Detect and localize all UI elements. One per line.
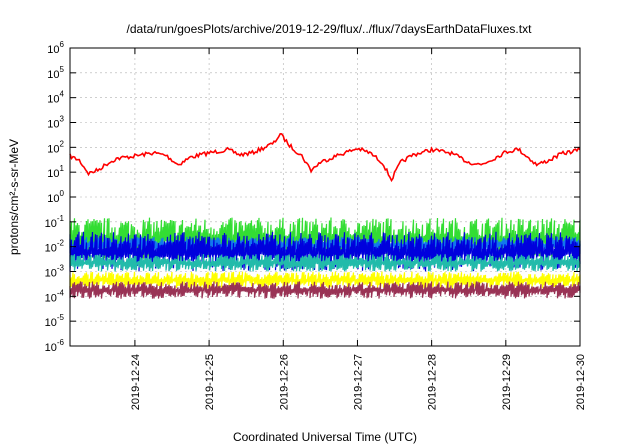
y-tick-label: 100 bbox=[47, 189, 64, 205]
series-bands bbox=[69, 217, 581, 299]
x-tick-label: 2019-12-28 bbox=[427, 354, 439, 410]
x-tick-label: 2019-12-27 bbox=[352, 354, 364, 410]
y-tick-label: 101 bbox=[47, 164, 64, 180]
series-band-3 bbox=[69, 231, 581, 272]
series-lines bbox=[69, 132, 581, 183]
x-axis-label: Coordinated Universal Time (UTC) bbox=[233, 430, 417, 444]
y-axis-label: protons/cm²-s-sr-MeV bbox=[7, 139, 21, 255]
x-tick-label: 2019-12-26 bbox=[278, 354, 290, 410]
x-axis: 2019-12-24 2019-12-25 2019-12-26 2019-12-27… bbox=[130, 48, 587, 410]
x-tick-label: 2019-12-30 bbox=[575, 354, 587, 410]
series-line-0 bbox=[69, 132, 581, 183]
x-tick-label: 2019-12-25 bbox=[204, 354, 216, 410]
y-axis: 106 105 104 103 102 101 100 10-1 10-2 10-3 10-4 10-… bbox=[45, 40, 580, 354]
grid bbox=[70, 48, 580, 346]
x-tick-label: 2019-12-24 bbox=[130, 354, 142, 410]
y-tick-label: 106 bbox=[47, 40, 64, 56]
y-tick-label: 105 bbox=[47, 65, 64, 81]
series-band-6 bbox=[69, 281, 581, 299]
series-band-5 bbox=[69, 271, 581, 289]
chart-title: /data/run/goesPlots/archive/2019-12-29/f… bbox=[127, 22, 533, 36]
series-band-4 bbox=[69, 254, 581, 272]
y-tick-label: 104 bbox=[47, 90, 64, 106]
y-tick-label: 10-5 bbox=[45, 313, 65, 329]
y-tick-label: 10-1 bbox=[45, 214, 65, 230]
y-tick-label: 10-4 bbox=[45, 288, 65, 304]
y-tick-label: 10-3 bbox=[45, 264, 65, 280]
y-tick-label: 102 bbox=[47, 139, 64, 155]
y-tick-label: 10-2 bbox=[45, 239, 65, 255]
y-tick-label: 10-6 bbox=[45, 338, 65, 354]
y-tick-label: 103 bbox=[47, 115, 64, 131]
x-tick-label: 2019-12-29 bbox=[501, 354, 513, 410]
